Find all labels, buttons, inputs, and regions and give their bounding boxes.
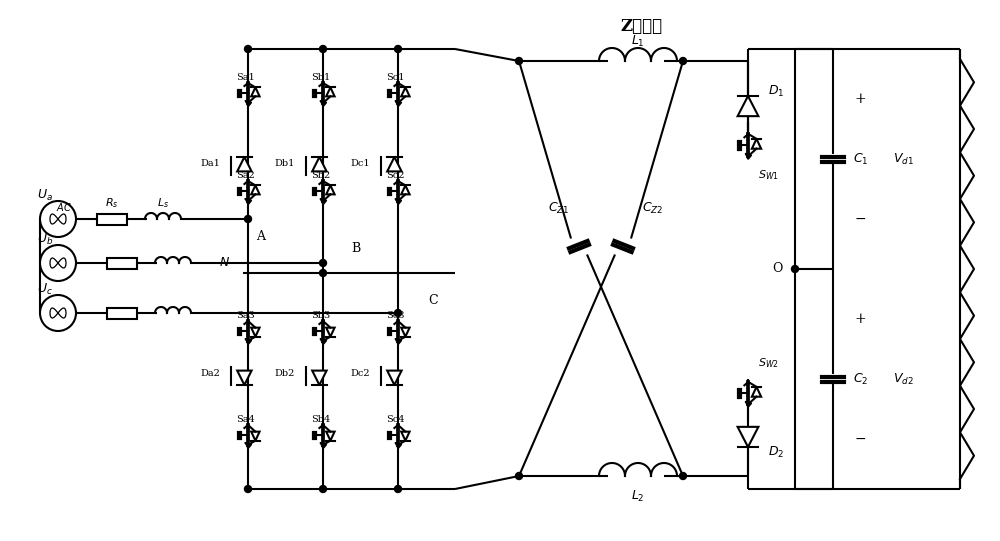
Text: $S_{W1}$: $S_{W1}$ xyxy=(758,168,779,182)
Circle shape xyxy=(244,45,252,52)
Text: Z源网络: Z源网络 xyxy=(620,17,662,35)
Text: $C_1$: $C_1$ xyxy=(853,151,868,167)
Polygon shape xyxy=(326,432,335,440)
Text: $C_2$: $C_2$ xyxy=(853,372,868,387)
Circle shape xyxy=(40,201,76,237)
Circle shape xyxy=(320,260,326,267)
Polygon shape xyxy=(251,88,260,96)
Circle shape xyxy=(320,269,326,276)
Circle shape xyxy=(516,472,522,479)
Polygon shape xyxy=(237,157,252,171)
Circle shape xyxy=(394,485,402,492)
Text: A: A xyxy=(256,230,265,243)
Text: Dc2: Dc2 xyxy=(350,370,370,379)
Text: Sb2: Sb2 xyxy=(311,171,330,181)
Polygon shape xyxy=(251,328,260,337)
Polygon shape xyxy=(387,157,402,171)
Circle shape xyxy=(516,57,522,64)
Circle shape xyxy=(40,245,76,281)
Text: Sc4: Sc4 xyxy=(386,415,404,425)
Text: Sc3: Sc3 xyxy=(386,312,404,320)
Text: $S_{W2}$: $S_{W2}$ xyxy=(758,356,779,370)
Text: +: + xyxy=(855,312,867,326)
Text: $D_1$: $D_1$ xyxy=(768,83,784,98)
Text: $V_{d2}$: $V_{d2}$ xyxy=(893,372,914,387)
Text: $U_c$: $U_c$ xyxy=(37,281,53,296)
Text: $U_b$: $U_b$ xyxy=(37,232,53,247)
Text: +: + xyxy=(855,92,867,106)
Text: −: − xyxy=(855,432,867,446)
Text: Sb4: Sb4 xyxy=(311,415,330,425)
Text: $U_a$: $U_a$ xyxy=(37,187,53,202)
Text: $N$: $N$ xyxy=(219,256,230,269)
Polygon shape xyxy=(251,186,260,194)
Polygon shape xyxy=(752,139,761,149)
Polygon shape xyxy=(237,371,252,385)
Bar xyxy=(107,307,137,319)
Text: Da1: Da1 xyxy=(200,160,220,168)
Text: $L_s$: $L_s$ xyxy=(157,196,169,210)
Text: $L_2$: $L_2$ xyxy=(631,489,645,504)
Text: Sa1: Sa1 xyxy=(236,74,255,82)
Circle shape xyxy=(40,295,76,331)
Circle shape xyxy=(394,45,402,52)
Circle shape xyxy=(244,215,252,222)
Text: Sb1: Sb1 xyxy=(311,74,330,82)
Polygon shape xyxy=(738,96,758,116)
Text: $R_s$: $R_s$ xyxy=(105,196,119,210)
Text: $C_{Z2}$: $C_{Z2}$ xyxy=(642,201,664,216)
Circle shape xyxy=(680,57,686,64)
Text: $V_{d1}$: $V_{d1}$ xyxy=(893,151,914,167)
Text: O: O xyxy=(773,262,783,275)
Circle shape xyxy=(680,472,686,479)
Bar xyxy=(107,258,137,268)
Circle shape xyxy=(320,485,326,492)
Polygon shape xyxy=(312,371,327,385)
Polygon shape xyxy=(401,88,410,96)
Bar xyxy=(97,214,127,225)
Polygon shape xyxy=(401,328,410,337)
Polygon shape xyxy=(401,432,410,440)
Polygon shape xyxy=(326,186,335,194)
Text: Db2: Db2 xyxy=(275,370,295,379)
Polygon shape xyxy=(326,88,335,96)
Text: B: B xyxy=(351,242,360,255)
Polygon shape xyxy=(387,371,402,385)
Text: Dc1: Dc1 xyxy=(350,160,370,168)
Text: Da2: Da2 xyxy=(200,370,220,379)
Text: C: C xyxy=(428,294,438,307)
Text: Sa4: Sa4 xyxy=(236,415,255,425)
Text: Sb3: Sb3 xyxy=(311,312,330,320)
Circle shape xyxy=(394,309,402,316)
Text: $D_2$: $D_2$ xyxy=(768,445,784,459)
Text: Sc1: Sc1 xyxy=(386,74,404,82)
Circle shape xyxy=(320,45,326,52)
Text: Sc2: Sc2 xyxy=(386,171,404,181)
Text: Db1: Db1 xyxy=(275,160,295,168)
Polygon shape xyxy=(326,328,335,337)
Text: $L_1$: $L_1$ xyxy=(631,34,645,49)
Circle shape xyxy=(244,485,252,492)
Polygon shape xyxy=(401,186,410,194)
Text: −: − xyxy=(855,212,867,226)
Polygon shape xyxy=(738,427,758,447)
Text: $\it{AC}$: $\it{AC}$ xyxy=(56,201,72,213)
Text: Sa3: Sa3 xyxy=(236,312,255,320)
Polygon shape xyxy=(752,387,761,397)
Text: $C_{Z1}$: $C_{Z1}$ xyxy=(548,201,570,216)
Polygon shape xyxy=(251,432,260,440)
Polygon shape xyxy=(312,157,327,171)
Circle shape xyxy=(792,266,798,273)
Text: Sa2: Sa2 xyxy=(236,171,255,181)
